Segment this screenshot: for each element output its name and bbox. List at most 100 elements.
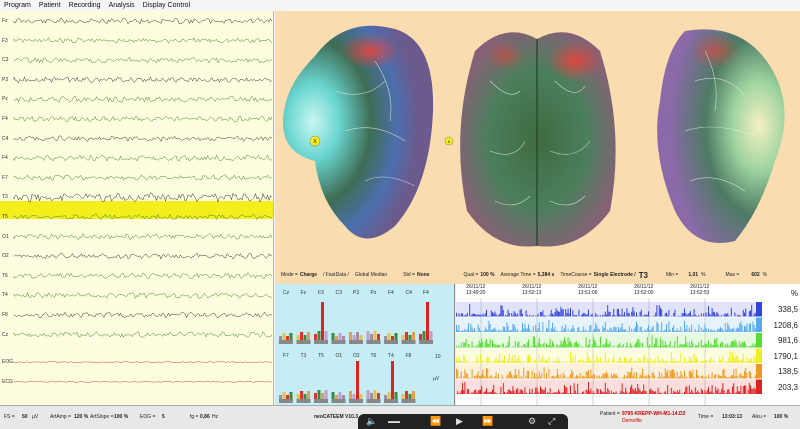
- trend-spike: [571, 393, 573, 394]
- trend-spike: [553, 315, 555, 317]
- menu-display-control[interactable]: Display Control: [142, 2, 191, 9]
- play-icon[interactable]: ▶: [456, 416, 463, 426]
- aiku-value[interactable]: 100 %: [774, 414, 789, 420]
- trend-color-swatch: [756, 317, 762, 332]
- timecourse-value[interactable]: Single Electrode /: [593, 272, 636, 278]
- channel-label[interactable]: P3: [2, 76, 9, 83]
- channel-label[interactable]: EOG: [2, 359, 14, 366]
- trend-spike: [537, 313, 539, 317]
- electrode-marker-left[interactable]: [309, 135, 321, 147]
- channel-label[interactable]: Pz: [2, 96, 8, 103]
- volume-slider-icon[interactable]: ▬▬: [388, 419, 400, 425]
- channel-label[interactable]: F7: [2, 174, 8, 181]
- avg-time-value[interactable]: 5,384 s: [537, 272, 555, 278]
- electrode-bar: [349, 332, 352, 340]
- channel-label[interactable]: ECG: [2, 378, 13, 385]
- trend-spike: [637, 315, 639, 317]
- volume-icon[interactable]: 🔈: [366, 416, 378, 426]
- channel-label[interactable]: T3: [2, 194, 8, 201]
- fs-value[interactable]: 50: [22, 414, 28, 420]
- fast-forward-icon[interactable]: ⏩: [482, 416, 494, 426]
- std-value[interactable]: None: [416, 272, 430, 278]
- electrode-bar: [370, 393, 373, 399]
- trend-spike: [674, 360, 676, 363]
- trend-spike: [486, 339, 487, 348]
- channel-label[interactable]: Fz: [2, 18, 8, 24]
- patient-value[interactable]: 9795 KREPP-WH-M1-14.D2: [622, 411, 686, 417]
- eog-value[interactable]: 5: [162, 414, 165, 420]
- trend-spike: [600, 377, 601, 379]
- trend-spike: [636, 372, 637, 379]
- trend-spike: [590, 388, 592, 394]
- trend-spike: [580, 346, 582, 348]
- settings-icon[interactable]: ⚙: [528, 416, 537, 426]
- trend-spike: [501, 330, 503, 332]
- fastdata-toggle[interactable]: / FastData /: [323, 272, 349, 278]
- trend-spike: [651, 390, 653, 394]
- channel-label[interactable]: F4: [2, 115, 8, 122]
- trend-spike: [596, 375, 598, 379]
- trend-spike: [637, 377, 639, 379]
- trend-panel[interactable]: % 26/11/12 13:49:20 26/11/12 13:50:13 26/11/…: [456, 284, 800, 405]
- trend-spike: [754, 358, 756, 363]
- electrode-bar: [300, 391, 303, 399]
- qual-value[interactable]: 100 %: [480, 272, 495, 278]
- trend-spike: [512, 315, 514, 317]
- menu-analysis[interactable]: Analysis: [108, 2, 135, 9]
- channel-label[interactable]: F3: [2, 37, 8, 44]
- channel-label[interactable]: F4: [2, 155, 8, 162]
- channel-label[interactable]: C3: [2, 57, 9, 64]
- trend-spike: [687, 393, 689, 394]
- fullscreen-icon[interactable]: ⤢: [548, 416, 556, 426]
- channel-label[interactable]: T6: [2, 272, 8, 279]
- eeg-trace-panel[interactable]: Fz F3 C3 P3 Pz F4 C4 F4 F7 T3 T5 O1 O2 T6 T4 F8 Cz EOG ECG: [0, 11, 274, 405]
- trend-spike: [693, 346, 695, 348]
- channel-label[interactable]: T4: [2, 292, 8, 299]
- trend-spike: [502, 383, 504, 394]
- trend-spike: [675, 330, 677, 332]
- brain-map-panel[interactable]: X X: [275, 11, 800, 266]
- trend-spike: [742, 342, 744, 348]
- menu-recording[interactable]: Recording: [68, 2, 101, 9]
- trend-spike: [577, 343, 579, 348]
- electrode-bar: [394, 392, 398, 399]
- trend-spike: [726, 345, 727, 348]
- global-median-toggle[interactable]: Global Median: [354, 272, 388, 278]
- mode-value[interactable]: Charge: [299, 272, 318, 278]
- trend-spike: [736, 386, 738, 394]
- electrode-marker-center[interactable]: [444, 136, 454, 146]
- trend-spike: [631, 328, 633, 332]
- trend-spike: [591, 375, 593, 379]
- trend-spike: [628, 372, 630, 379]
- channel-label[interactable]: Cz: [2, 331, 9, 338]
- rewind-icon[interactable]: ⏪: [430, 416, 442, 426]
- trend-spike: [604, 352, 606, 363]
- trend-spike: [568, 341, 570, 348]
- trend-spike: [489, 376, 491, 379]
- menu-patient[interactable]: Patient: [38, 2, 61, 9]
- trend-spike: [728, 325, 730, 332]
- trend-spike: [492, 329, 493, 332]
- trend-spike: [458, 356, 460, 363]
- artslope-value[interactable]: 100 %: [114, 414, 129, 420]
- trend-spike: [735, 341, 737, 348]
- channel-label[interactable]: T5: [2, 213, 8, 220]
- trend-spike: [661, 322, 663, 332]
- trend-spike: [577, 362, 579, 363]
- trend-spike: [710, 377, 712, 379]
- trend-spike: [625, 357, 627, 363]
- trend-spike: [668, 321, 670, 332]
- trend-spike: [526, 314, 528, 317]
- menu-program[interactable]: Program: [4, 2, 31, 9]
- channel-label[interactable]: O1: [2, 233, 9, 240]
- trend-spike: [650, 388, 652, 394]
- trend-spike: [710, 357, 712, 363]
- trend-spike: [536, 360, 538, 363]
- channel-label[interactable]: C4: [2, 135, 9, 142]
- channel-label[interactable]: F8: [2, 311, 8, 318]
- trend-spike: [558, 374, 559, 379]
- trend-spike: [529, 314, 531, 317]
- artamp-value[interactable]: 120 %: [74, 414, 89, 420]
- fg-value[interactable]: 0,86: [200, 414, 210, 420]
- channel-label[interactable]: O2: [2, 253, 9, 260]
